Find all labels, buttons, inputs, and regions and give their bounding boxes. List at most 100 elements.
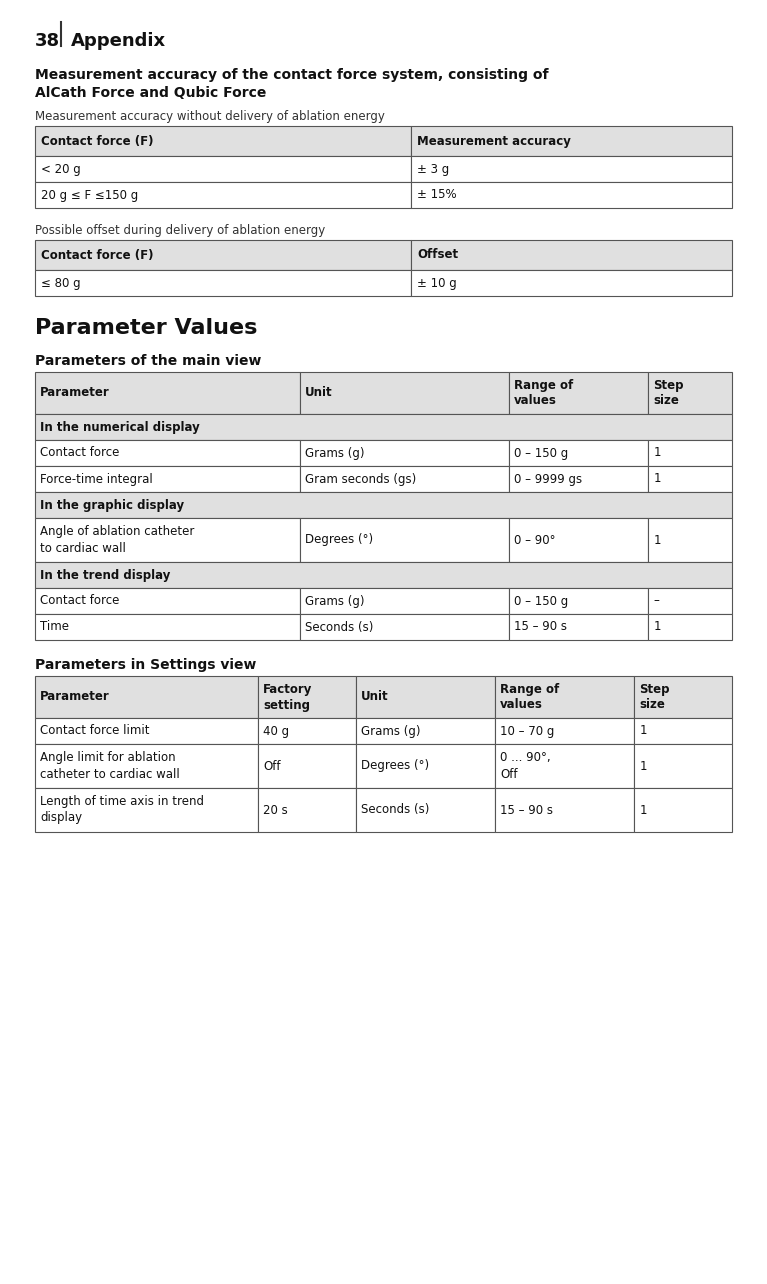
Bar: [648, 517, 732, 562]
Text: ≤ 80 g: ≤ 80 g: [41, 276, 81, 289]
Bar: [634, 675, 732, 718]
Bar: [35, 413, 732, 440]
Text: < 20 g: < 20 g: [41, 163, 81, 176]
Text: Step
size: Step size: [640, 683, 670, 711]
Bar: [300, 466, 509, 492]
Text: 1: 1: [653, 447, 661, 460]
Text: Length of time axis in trend
display: Length of time axis in trend display: [40, 796, 204, 824]
Bar: [648, 372, 732, 413]
Bar: [356, 788, 495, 832]
Bar: [509, 466, 648, 492]
Bar: [300, 588, 509, 614]
Text: Parameter: Parameter: [40, 691, 110, 704]
Text: ± 15%: ± 15%: [417, 189, 457, 202]
Bar: [411, 155, 732, 182]
Bar: [300, 372, 509, 413]
Text: 1: 1: [653, 620, 661, 633]
Bar: [258, 788, 356, 832]
Text: 0 – 9999 gs: 0 – 9999 gs: [514, 473, 582, 485]
Bar: [509, 440, 648, 466]
Text: Factory
setting: Factory setting: [263, 683, 312, 711]
Text: ± 10 g: ± 10 g: [417, 276, 457, 289]
Text: Degrees (°): Degrees (°): [304, 533, 373, 547]
Text: Angle of ablation catheter
to cardiac wall: Angle of ablation catheter to cardiac wa…: [40, 525, 194, 555]
Bar: [35, 440, 300, 466]
Text: Measurement accuracy of the contact force system, consisting of: Measurement accuracy of the contact forc…: [35, 68, 548, 82]
Text: Gram seconds (gs): Gram seconds (gs): [304, 473, 416, 485]
Text: 1: 1: [653, 533, 661, 547]
Bar: [648, 614, 732, 639]
Text: AlCath Force and Qubic Force: AlCath Force and Qubic Force: [35, 86, 266, 100]
Bar: [300, 517, 509, 562]
Text: Contact force limit: Contact force limit: [40, 724, 150, 737]
Text: Seconds (s): Seconds (s): [360, 804, 429, 817]
Text: Force-time integral: Force-time integral: [40, 473, 153, 485]
Bar: [411, 182, 732, 208]
Text: 1: 1: [640, 760, 647, 773]
Bar: [35, 182, 411, 208]
Bar: [356, 718, 495, 743]
Text: ± 3 g: ± 3 g: [417, 163, 449, 176]
Bar: [35, 562, 732, 588]
Bar: [411, 126, 732, 155]
Text: Unit: Unit: [360, 691, 388, 704]
Bar: [35, 788, 258, 832]
Bar: [356, 675, 495, 718]
Text: Time: Time: [40, 620, 69, 633]
Bar: [35, 675, 258, 718]
Text: 15 – 90 s: 15 – 90 s: [514, 620, 567, 633]
Bar: [35, 718, 258, 743]
Text: 0 – 150 g: 0 – 150 g: [514, 447, 568, 460]
Text: 10 – 70 g: 10 – 70 g: [500, 724, 555, 737]
Text: Contact force (F): Contact force (F): [41, 135, 153, 148]
Bar: [634, 743, 732, 788]
Bar: [35, 743, 258, 788]
Text: 1: 1: [640, 724, 647, 737]
Bar: [35, 588, 300, 614]
Bar: [509, 372, 648, 413]
Bar: [411, 270, 732, 297]
Text: Offset: Offset: [417, 249, 459, 262]
Text: Possible offset during delivery of ablation energy: Possible offset during delivery of ablat…: [35, 223, 325, 238]
Text: Unit: Unit: [304, 386, 332, 399]
Text: Step
size: Step size: [653, 379, 684, 407]
Text: Range of
values: Range of values: [500, 683, 559, 711]
Text: 38: 38: [35, 32, 60, 50]
Text: Off: Off: [263, 760, 281, 773]
Bar: [495, 788, 634, 832]
Text: In the graphic display: In the graphic display: [40, 498, 184, 511]
Bar: [509, 517, 648, 562]
Text: Parameters in Settings view: Parameters in Settings view: [35, 657, 256, 672]
Bar: [495, 718, 634, 743]
Text: 0 – 150 g: 0 – 150 g: [514, 594, 568, 607]
Text: Measurement accuracy without delivery of ablation energy: Measurement accuracy without delivery of…: [35, 110, 385, 123]
Bar: [258, 743, 356, 788]
Text: 0 ... 90°,
Off: 0 ... 90°, Off: [500, 751, 551, 781]
Bar: [258, 718, 356, 743]
Text: Contact force: Contact force: [40, 447, 120, 460]
Text: Parameter: Parameter: [40, 386, 110, 399]
Bar: [258, 675, 356, 718]
Text: Parameter Values: Parameter Values: [35, 318, 258, 338]
Text: Appendix: Appendix: [71, 32, 166, 50]
Text: Degrees (°): Degrees (°): [360, 760, 429, 773]
Bar: [35, 372, 300, 413]
Text: Contact force: Contact force: [40, 594, 120, 607]
Bar: [411, 240, 732, 270]
Bar: [356, 743, 495, 788]
Text: Seconds (s): Seconds (s): [304, 620, 374, 633]
Bar: [35, 517, 300, 562]
Bar: [634, 788, 732, 832]
Text: Parameters of the main view: Parameters of the main view: [35, 354, 262, 369]
Bar: [35, 155, 411, 182]
Text: –: –: [653, 594, 659, 607]
Text: 1: 1: [653, 473, 661, 485]
Bar: [300, 614, 509, 639]
Text: Grams (g): Grams (g): [304, 447, 364, 460]
Text: 1: 1: [640, 804, 647, 817]
Text: Range of
values: Range of values: [514, 379, 573, 407]
Bar: [35, 240, 411, 270]
Bar: [648, 588, 732, 614]
Bar: [35, 466, 300, 492]
Bar: [35, 614, 300, 639]
